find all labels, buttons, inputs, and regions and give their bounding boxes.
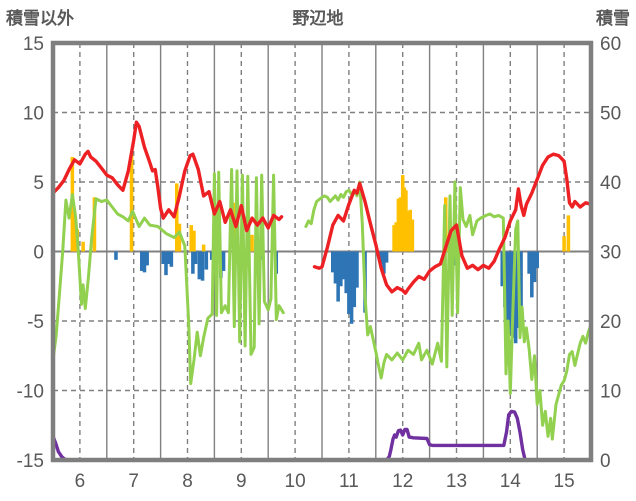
right-axis-tick-labels: 60 50 40 30 20 10 0 — [600, 34, 621, 472]
orange-bars — [70, 154, 571, 252]
purple-line — [53, 409, 591, 460]
svg-text:30: 30 — [600, 243, 621, 264]
svg-text:9: 9 — [236, 471, 247, 492]
svg-text:5: 5 — [33, 173, 44, 194]
svg-text:-15: -15 — [17, 451, 44, 472]
svg-text:20: 20 — [600, 312, 621, 333]
svg-text:10: 10 — [23, 104, 44, 125]
svg-text:40: 40 — [600, 173, 621, 194]
green-line — [53, 168, 591, 441]
svg-text:8: 8 — [182, 471, 193, 492]
svg-text:6: 6 — [75, 471, 86, 492]
series-layer — [53, 120, 591, 460]
svg-text:-5: -5 — [27, 312, 44, 333]
left-axis-tick-labels: 15 10 5 0 -5 -10 -15 — [17, 34, 44, 472]
x-axis-tick-labels: 6 7 8 9 10 11 12 13 14 15 — [75, 471, 575, 492]
red-line — [53, 120, 591, 295]
svg-text:-10: -10 — [17, 382, 44, 403]
chart-title: 野辺地 — [292, 9, 344, 28]
svg-text:13: 13 — [446, 471, 467, 492]
svg-text:50: 50 — [600, 104, 621, 125]
blue-bars — [114, 251, 539, 344]
svg-text:10: 10 — [600, 382, 621, 403]
svg-text:60: 60 — [600, 34, 621, 55]
svg-text:15: 15 — [554, 471, 575, 492]
left-axis-title: 積雪以外 — [6, 9, 74, 28]
svg-text:12: 12 — [392, 471, 413, 492]
svg-text:10: 10 — [285, 471, 306, 492]
svg-text:15: 15 — [23, 34, 44, 55]
svg-text:0: 0 — [600, 451, 611, 472]
svg-text:7: 7 — [128, 471, 139, 492]
svg-text:11: 11 — [339, 471, 359, 492]
plot-border — [50, 40, 594, 463]
svg-text:0: 0 — [33, 243, 44, 264]
svg-text:14: 14 — [500, 471, 522, 492]
right-axis-title: 積雪 — [596, 9, 630, 28]
